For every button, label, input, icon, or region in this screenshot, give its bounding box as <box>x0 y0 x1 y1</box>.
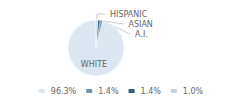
svg-text:A.I.: A.I. <box>135 30 148 39</box>
svg-text:96.3%: 96.3% <box>51 87 77 96</box>
svg-text:HISPANIC: HISPANIC <box>110 10 148 19</box>
svg-text:1.0%: 1.0% <box>183 87 204 96</box>
svg-text:1.4%: 1.4% <box>141 87 162 96</box>
svg-text:WHITE: WHITE <box>81 60 107 69</box>
svg-text:1.4%: 1.4% <box>98 87 119 96</box>
svg-text:ASIAN: ASIAN <box>128 20 152 29</box>
